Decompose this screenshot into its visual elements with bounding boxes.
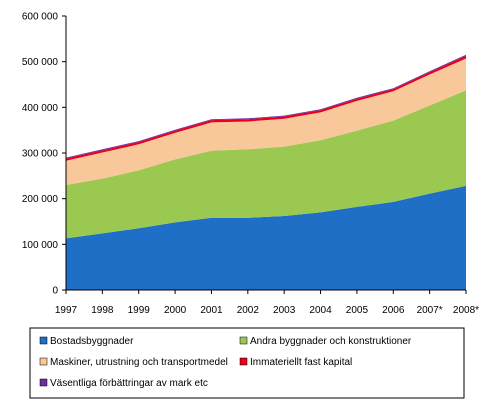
legend: Bostadsbyggnader Andra byggnader och kons… [29,327,465,399]
area-series-4 [66,54,466,159]
y-tick-label: 400 000 [22,103,59,114]
legend-label: Maskiner, utrustning och transportmedel [50,357,228,368]
y-tick-label: 300 000 [22,149,59,160]
legend-label: Andra byggnader och konstruktioner [250,336,412,347]
y-tick-label: 500 000 [22,57,59,68]
x-tick-label: 2002 [237,305,260,316]
x-tick-label: 2003 [273,305,296,316]
legend-swatch [39,357,48,366]
y-tick-label: 100 000 [22,240,59,251]
legend-swatch [239,336,248,345]
axes [62,15,467,294]
x-tick-label: 2004 [309,305,332,316]
y-tick-label: 200 000 [22,194,59,205]
legend-label: Immateriellt fast kapital [250,357,352,368]
area-series-1 [66,90,466,239]
area-series-0 [66,185,466,290]
x-tick-label: 1997 [55,305,78,316]
x-tick-label: 2006 [382,305,405,316]
y-tick-labels: 0 100 000 200 000 300 000 400 000 500 000 600 … [22,12,59,297]
area-series-3 [66,55,466,161]
x-tick-labels: 1997 1998 1999 2000 2001 2002 2003 2004 2005 2006… [55,305,479,316]
legend-swatch [39,378,48,387]
x-tick-label: 2000 [164,305,187,316]
legend-label: Väsentliga förbättringar av mark etc [50,378,208,389]
plot-areas [66,54,466,290]
x-tick-label: 2001 [200,305,223,316]
x-tick-label: 1998 [91,305,114,316]
y-tick-label: 600 000 [22,12,59,23]
x-tick-label: 2005 [346,305,369,316]
area-series-2 [66,58,466,185]
legend-swatch [239,357,248,366]
x-tick-label: 2007* [417,305,443,316]
y-tick-label: 0 [52,286,58,297]
legend-label: Bostadsbyggnader [50,336,134,347]
x-tick-label: 1999 [128,305,151,316]
x-tick-label: 2008* [453,305,479,316]
legend-swatch [39,336,48,345]
